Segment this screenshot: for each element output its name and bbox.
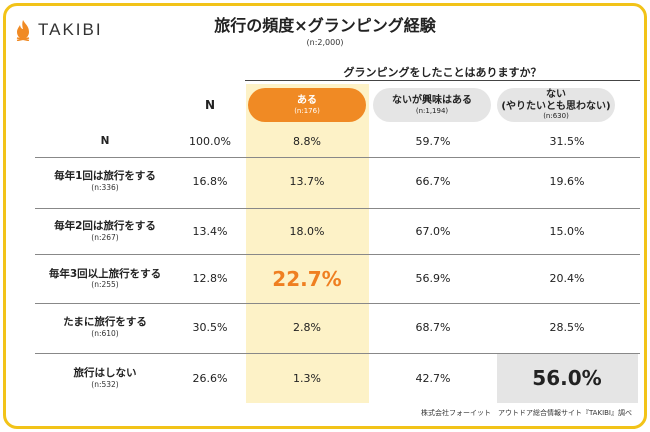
chart-title: 旅行の頻度×グランピング経験 bbox=[214, 16, 436, 35]
value-cell: 20.4% bbox=[549, 272, 585, 285]
column-header-interested: ないが興味はある (n:1,194) bbox=[373, 88, 491, 122]
value-cell: 31.5% bbox=[549, 134, 585, 148]
value-cell: 8.8% bbox=[293, 134, 321, 148]
value-cell: 28.5% bbox=[549, 320, 585, 334]
value-cell: 59.7% bbox=[415, 134, 451, 148]
row-divider bbox=[35, 208, 640, 209]
value-cell: 68.7% bbox=[415, 320, 451, 334]
value-cell: 13.4% bbox=[192, 224, 228, 238]
row-label-text: 毎年3回以上旅行をする bbox=[48, 267, 162, 280]
row-label: 旅行はしない (n:532) bbox=[35, 353, 175, 403]
flame-icon bbox=[16, 20, 30, 41]
highlight-box bbox=[497, 354, 638, 403]
value-cell: 1.3% bbox=[293, 371, 321, 385]
column-group-divider bbox=[245, 80, 640, 81]
row-label-text: 旅行はしない bbox=[73, 367, 137, 380]
row-label-text: たまに旅行をする bbox=[63, 316, 147, 329]
row-n-count: (n:532) bbox=[91, 379, 119, 389]
row-divider bbox=[35, 303, 640, 304]
column-header-n-count: (n:630) bbox=[543, 112, 569, 121]
value-cell: 16.8% bbox=[192, 174, 228, 188]
row-label: N bbox=[35, 125, 175, 157]
value-cell: 15.0% bbox=[549, 224, 585, 238]
row-divider bbox=[35, 353, 640, 354]
value-cell: 100.0% bbox=[189, 134, 231, 148]
value-cell: 18.0% bbox=[289, 224, 325, 238]
column-header-n: N bbox=[204, 98, 216, 112]
row-label: たまに旅行をする (n:610) bbox=[35, 303, 175, 351]
row-label-text: N bbox=[100, 134, 110, 147]
source-note: 株式会社フォーイット アウトドア総合情報サイト『TAKIBI』調べ bbox=[420, 409, 632, 417]
value-cell: 42.7% bbox=[415, 371, 451, 385]
column-header-no: ない (やりたいとも思わない) (n:630) bbox=[497, 88, 615, 122]
brand-logo: TAKIBI bbox=[14, 19, 103, 41]
column-header-yes: ある (n:176) bbox=[248, 88, 366, 122]
column-group-label: グランピングをしたことはありますか？ bbox=[343, 66, 542, 79]
column-header-n-count: (n:1,194) bbox=[415, 106, 449, 115]
row-n-count: (n:336) bbox=[91, 182, 119, 192]
value-cell: 56.9% bbox=[415, 272, 451, 285]
value-cell: 19.6% bbox=[549, 174, 585, 188]
value-cell: 13.7% bbox=[289, 174, 325, 188]
value-cell: 30.5% bbox=[192, 320, 228, 334]
highlighted-value-cell: 22.7% bbox=[272, 266, 342, 291]
row-divider bbox=[35, 254, 640, 255]
yes-column-highlight bbox=[246, 84, 369, 403]
column-header-label: ある bbox=[297, 95, 317, 107]
brand-name: TAKIBI bbox=[38, 20, 103, 39]
row-n-count: (n:610) bbox=[91, 328, 119, 338]
column-header-label: ない (やりたいとも思わない) bbox=[501, 89, 611, 112]
chart-subtitle: (n:2,000) bbox=[306, 38, 344, 47]
row-label: 毎年2回は旅行をする (n:267) bbox=[35, 208, 175, 254]
row-divider bbox=[35, 157, 640, 158]
value-cell: 26.6% bbox=[192, 371, 228, 385]
row-label: 毎年3回以上旅行をする (n:255) bbox=[35, 254, 175, 303]
column-header-label: ないが興味はある bbox=[392, 95, 472, 107]
row-n-count: (n:255) bbox=[91, 280, 119, 290]
value-cell: 67.0% bbox=[415, 224, 451, 238]
value-cell: 66.7% bbox=[415, 174, 451, 188]
row-label-text: 毎年1回は旅行をする bbox=[54, 170, 156, 183]
row-label: 毎年1回は旅行をする (n:336) bbox=[35, 157, 175, 205]
value-cell: 12.8% bbox=[192, 272, 228, 285]
column-header-n-count: (n:176) bbox=[294, 106, 320, 115]
value-cell: 2.8% bbox=[293, 320, 321, 334]
row-label-text: 毎年2回は旅行をする bbox=[54, 220, 156, 233]
highlighted-value-cell: 56.0% bbox=[532, 366, 602, 390]
row-n-count: (n:267) bbox=[91, 232, 119, 242]
